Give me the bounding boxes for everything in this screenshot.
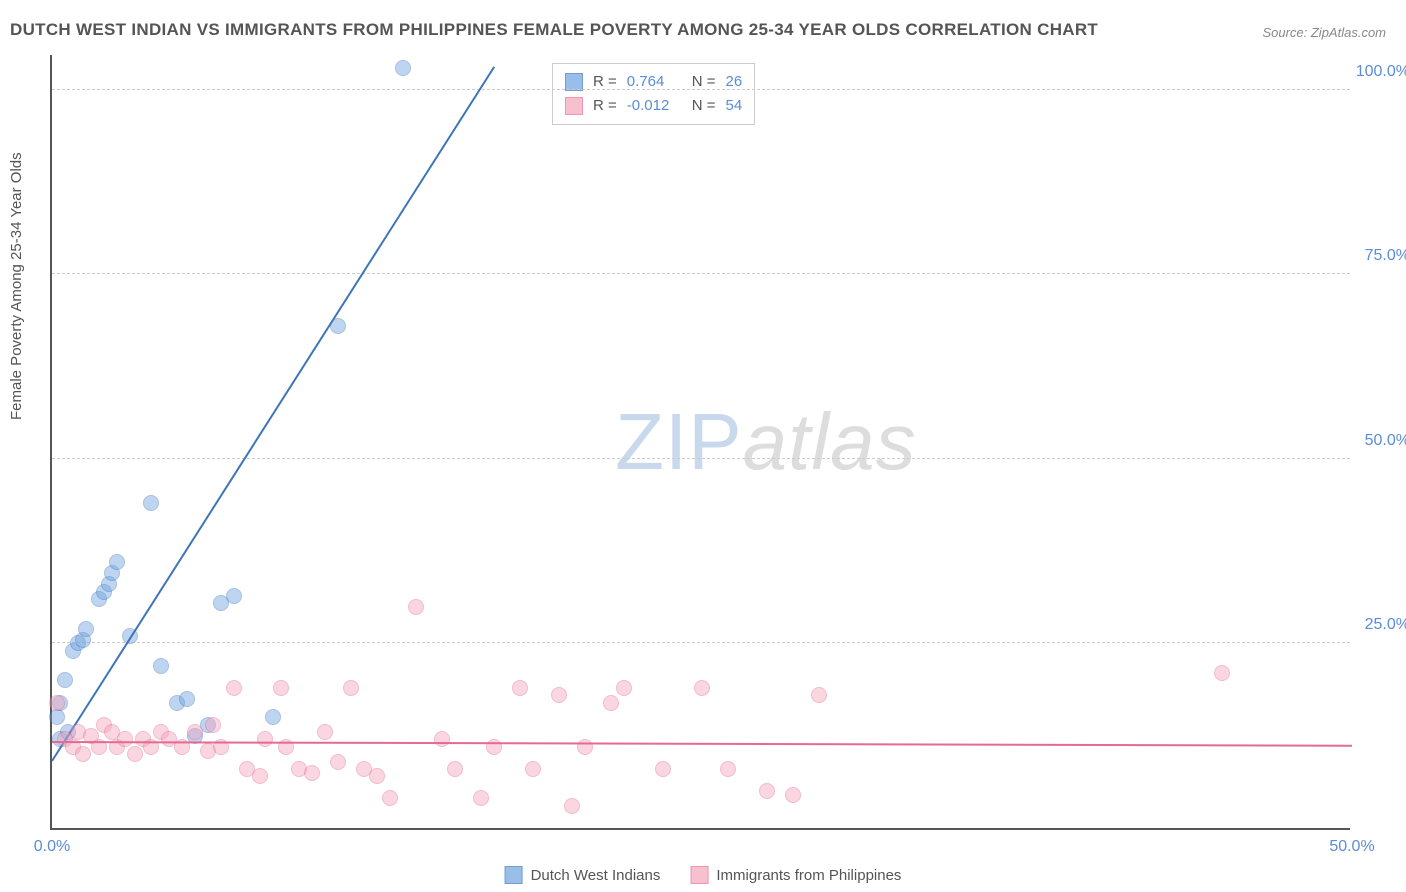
data-point xyxy=(395,60,411,76)
n-label: N = xyxy=(692,94,716,118)
data-point xyxy=(473,790,489,806)
chart-title: DUTCH WEST INDIAN VS IMMIGRANTS FROM PHI… xyxy=(10,20,1098,40)
data-point xyxy=(369,768,385,784)
data-point xyxy=(153,658,169,674)
data-point xyxy=(117,731,133,747)
y-tick-label: 100.0% xyxy=(1356,63,1406,81)
r-label: R = xyxy=(593,94,617,118)
gridline xyxy=(52,273,1350,274)
data-point xyxy=(187,724,203,740)
data-point xyxy=(447,761,463,777)
data-point xyxy=(205,717,221,733)
data-point xyxy=(265,709,281,725)
data-point xyxy=(127,746,143,762)
x-tick-label: 0.0% xyxy=(34,838,70,856)
correlation-row: R = 0.764 N = 26 xyxy=(565,70,742,94)
data-point xyxy=(179,691,195,707)
data-point xyxy=(512,680,528,696)
trend-line xyxy=(52,741,1352,747)
x-tick-label: 50.0% xyxy=(1329,838,1374,856)
legend-swatch-icon xyxy=(565,97,583,115)
data-point xyxy=(75,746,91,762)
n-label: N = xyxy=(692,70,716,94)
data-point xyxy=(785,787,801,803)
data-point xyxy=(304,765,320,781)
data-point xyxy=(434,731,450,747)
y-tick-label: 25.0% xyxy=(1365,616,1406,634)
legend-entry-2: Immigrants from Philippines xyxy=(690,866,901,884)
data-point xyxy=(273,680,289,696)
y-tick-label: 75.0% xyxy=(1365,247,1406,265)
gridline xyxy=(52,458,1350,459)
data-point xyxy=(257,731,273,747)
watermark: ZIPatlas xyxy=(615,396,916,488)
legend-label-2: Immigrants from Philippines xyxy=(716,867,901,884)
legend-entry-1: Dutch West Indians xyxy=(505,866,661,884)
legend-swatch-2 xyxy=(690,866,708,884)
data-point xyxy=(226,588,242,604)
data-point xyxy=(57,672,73,688)
data-point xyxy=(694,680,710,696)
trend-line xyxy=(51,66,495,761)
data-point xyxy=(655,761,671,777)
data-point xyxy=(317,724,333,740)
data-point xyxy=(143,495,159,511)
data-point xyxy=(525,761,541,777)
data-point xyxy=(603,695,619,711)
y-axis-label: Female Poverty Among 25-34 Year Olds xyxy=(8,152,25,420)
data-point xyxy=(551,687,567,703)
series-legend: Dutch West Indians Immigrants from Phili… xyxy=(505,866,902,884)
data-point xyxy=(577,739,593,755)
correlation-legend: R = 0.764 N = 26 R = -0.012 N = 54 xyxy=(552,63,755,125)
data-point xyxy=(382,790,398,806)
source-attribution: Source: ZipAtlas.com xyxy=(1262,25,1386,40)
data-point xyxy=(811,687,827,703)
y-tick-label: 50.0% xyxy=(1365,432,1406,450)
data-point xyxy=(408,599,424,615)
data-point xyxy=(252,768,268,784)
gridline xyxy=(52,89,1350,90)
r-label: R = xyxy=(593,70,617,94)
data-point xyxy=(720,761,736,777)
data-point xyxy=(226,680,242,696)
data-point xyxy=(759,783,775,799)
data-point xyxy=(49,709,65,725)
data-point xyxy=(49,695,65,711)
data-point xyxy=(616,680,632,696)
watermark-zip: ZIP xyxy=(615,397,742,486)
r-value: -0.012 xyxy=(627,94,682,118)
data-point xyxy=(564,798,580,814)
data-point xyxy=(109,554,125,570)
correlation-row: R = -0.012 N = 54 xyxy=(565,94,742,118)
plot-area: ZIPatlas R =0.764N =26R =-0.012N =54 25.… xyxy=(50,55,1350,830)
data-point xyxy=(1214,665,1230,681)
data-point xyxy=(343,680,359,696)
gridline xyxy=(52,642,1350,643)
data-point xyxy=(78,621,94,637)
n-value: 54 xyxy=(726,94,743,118)
legend-swatch-1 xyxy=(505,866,523,884)
data-point xyxy=(486,739,502,755)
n-value: 26 xyxy=(726,70,743,94)
legend-label-1: Dutch West Indians xyxy=(531,867,661,884)
watermark-atlas: atlas xyxy=(743,397,917,486)
data-point xyxy=(330,754,346,770)
r-value: 0.764 xyxy=(627,70,682,94)
